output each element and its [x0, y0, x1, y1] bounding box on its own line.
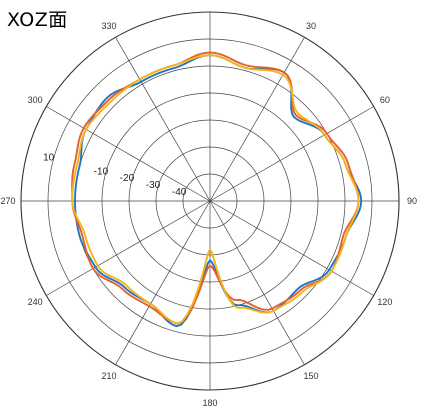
angle-tick-label-6: 180: [202, 398, 217, 408]
angle-tick-label-10: 60: [380, 95, 390, 105]
grid-layer: [20, 11, 400, 391]
angular-grid-spoke-5: [115, 200, 211, 365]
angular-grid-spoke-8: [209, 200, 374, 296]
radial-tick-label-0: -40: [172, 187, 187, 198]
angular-grid-spoke-10: [209, 106, 374, 202]
angular-grid-spoke-11: [209, 37, 305, 202]
angle-tick-label-8: 120: [377, 297, 392, 307]
angle-tick-label-9: 90: [407, 196, 417, 206]
angular-grid-spoke-4: [46, 200, 211, 296]
angle-tick-label-2: 300: [28, 95, 43, 105]
angle-tick-label-5: 210: [101, 371, 116, 381]
series-layer: [71, 51, 363, 328]
angle-tick-label-3: 270: [0, 196, 15, 206]
angle-tick-label-7: 150: [303, 371, 318, 381]
angle-tick-label-4: 240: [28, 297, 43, 307]
radial-tick-label-3: -10: [94, 166, 109, 177]
radial-tick-label-1: -30: [146, 180, 161, 191]
angular-grid-spoke-2: [46, 106, 211, 202]
angle-tick-label-1: 330: [101, 21, 116, 31]
chart-title: XOZ面: [7, 9, 68, 31]
angular-grid-spoke-1: [115, 37, 211, 202]
angle-tick-label-11: 30: [306, 21, 316, 31]
angular-grid-spoke-7: [209, 200, 305, 365]
series-line-1: [71, 51, 360, 325]
series-line-2: [71, 54, 360, 325]
radial-tick-label-2: -20: [120, 173, 135, 184]
radial-tick-label-5: 10: [43, 152, 55, 163]
label-layer: 330 300 270 240 210 180 150 120 90 60 30 -40 -30 -20-…: [0, 21, 417, 408]
